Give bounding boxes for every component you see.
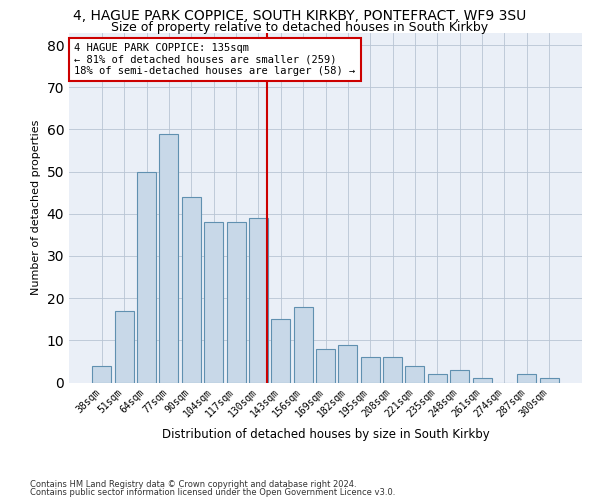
Bar [338,344,358,383]
Bar [115,311,134,382]
Bar [271,319,290,382]
Bar [517,374,536,382]
Bar [406,366,424,382]
Bar [137,172,156,382]
Bar [316,349,335,382]
Bar [383,357,402,382]
X-axis label: Distribution of detached houses by size in South Kirkby: Distribution of detached houses by size … [161,428,490,440]
Bar [227,222,245,382]
Text: Contains HM Land Registry data © Crown copyright and database right 2024.: Contains HM Land Registry data © Crown c… [30,480,356,489]
Bar [361,357,380,382]
Bar [182,197,201,382]
Text: Size of property relative to detached houses in South Kirkby: Size of property relative to detached ho… [112,22,488,35]
Bar [293,306,313,382]
Y-axis label: Number of detached properties: Number of detached properties [31,120,41,295]
Bar [450,370,469,382]
Bar [428,374,447,382]
Bar [204,222,223,382]
Bar [473,378,491,382]
Text: Contains public sector information licensed under the Open Government Licence v3: Contains public sector information licen… [30,488,395,497]
Text: 4, HAGUE PARK COPPICE, SOUTH KIRKBY, PONTEFRACT, WF9 3SU: 4, HAGUE PARK COPPICE, SOUTH KIRKBY, PON… [73,9,527,23]
Bar [92,366,112,382]
Bar [160,134,178,382]
Bar [249,218,268,382]
Bar [539,378,559,382]
Text: 4 HAGUE PARK COPPICE: 135sqm
← 81% of detached houses are smaller (259)
18% of s: 4 HAGUE PARK COPPICE: 135sqm ← 81% of de… [74,43,355,76]
